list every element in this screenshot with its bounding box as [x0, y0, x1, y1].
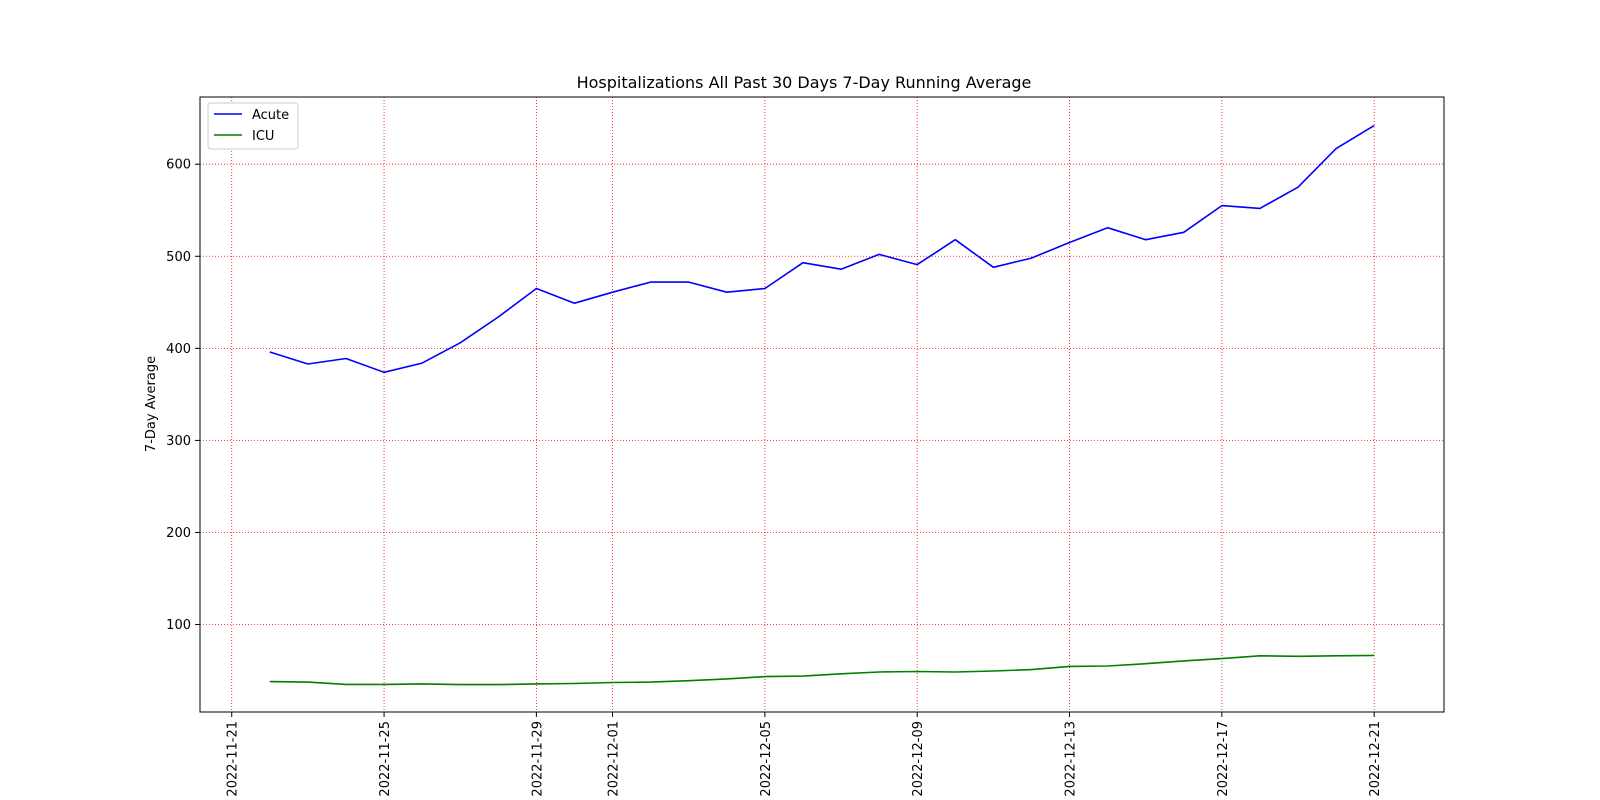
legend: Acute ICU	[207, 102, 299, 150]
y-tick-label: 300	[166, 434, 191, 449]
x-tick-label: 2022-12-17	[1216, 721, 1231, 797]
y-tick-label: 100	[166, 618, 191, 633]
x-tick-label: 2022-12-01	[607, 721, 622, 797]
y-axis-label: 7-Day Average	[144, 356, 159, 452]
x-tick-label: 2022-11-25	[378, 721, 393, 797]
x-tick-label: 2022-12-09	[911, 721, 926, 797]
series-line-acute	[269, 124, 1375, 374]
x-tick-label: 2022-11-21	[226, 721, 241, 797]
x-tick-label: 2022-12-13	[1064, 721, 1079, 797]
x-tick-label: 2022-11-29	[530, 721, 545, 797]
chart-title: Hospitalizations All Past 30 Days 7-Day …	[577, 73, 1032, 92]
legend-label-acute: Acute	[252, 108, 289, 123]
series-lines	[269, 124, 1375, 686]
y-tick-label: 500	[166, 250, 191, 265]
x-tick-label: 2022-12-21	[1368, 721, 1383, 797]
y-tick-label: 400	[166, 342, 191, 357]
y-tick-label: 200	[166, 526, 191, 541]
plot-frame	[199, 96, 1445, 713]
grid-lines	[200, 97, 1444, 712]
series-line-icu	[269, 654, 1375, 686]
axis-ticks: 2022-11-21 2022-11-25 2022-11-29 2022-12-01…	[166, 158, 1383, 797]
y-tick-label: 600	[166, 158, 191, 173]
legend-label-icu: ICU	[252, 129, 274, 144]
x-tick-label: 2022-12-05	[759, 721, 774, 797]
